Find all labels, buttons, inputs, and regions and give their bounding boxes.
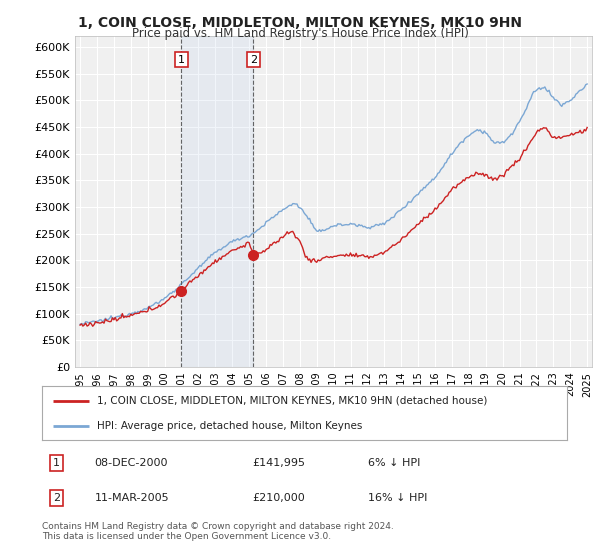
Text: 08-DEC-2000: 08-DEC-2000 — [95, 458, 168, 468]
Text: Contains HM Land Registry data © Crown copyright and database right 2024.
This d: Contains HM Land Registry data © Crown c… — [42, 522, 394, 542]
Text: 16% ↓ HPI: 16% ↓ HPI — [367, 493, 427, 503]
Text: £141,995: £141,995 — [252, 458, 305, 468]
Text: 1: 1 — [178, 54, 185, 64]
Text: 1, COIN CLOSE, MIDDLETON, MILTON KEYNES, MK10 9HN: 1, COIN CLOSE, MIDDLETON, MILTON KEYNES,… — [78, 16, 522, 30]
Text: Price paid vs. HM Land Registry's House Price Index (HPI): Price paid vs. HM Land Registry's House … — [131, 27, 469, 40]
Text: 1, COIN CLOSE, MIDDLETON, MILTON KEYNES, MK10 9HN (detached house): 1, COIN CLOSE, MIDDLETON, MILTON KEYNES,… — [97, 396, 487, 406]
Text: HPI: Average price, detached house, Milton Keynes: HPI: Average price, detached house, Milt… — [97, 421, 362, 431]
Text: 6% ↓ HPI: 6% ↓ HPI — [367, 458, 420, 468]
Text: £210,000: £210,000 — [252, 493, 305, 503]
Bar — [181, 36, 253, 367]
Text: 2: 2 — [250, 54, 257, 64]
Text: 11-MAR-2005: 11-MAR-2005 — [95, 493, 169, 503]
Text: 1: 1 — [53, 458, 60, 468]
Text: 2: 2 — [53, 493, 60, 503]
